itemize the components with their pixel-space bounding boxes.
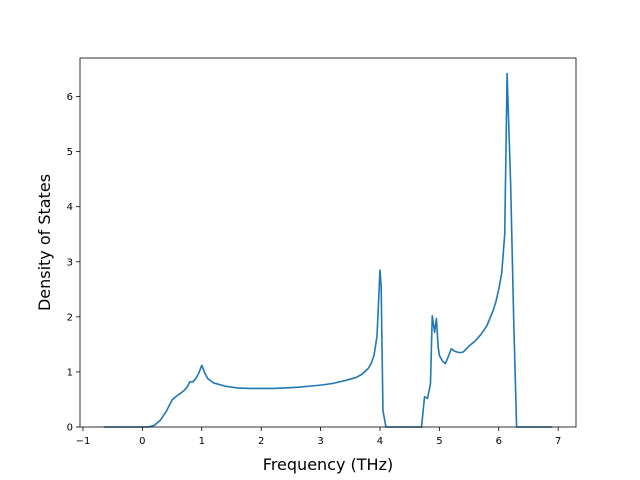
x-tick-label: −1 bbox=[76, 436, 91, 447]
y-tick-label: 5 bbox=[67, 147, 73, 158]
y-tick-label: 0 bbox=[67, 423, 73, 434]
y-tick-label: 6 bbox=[67, 92, 73, 103]
y-tick-label: 2 bbox=[67, 312, 73, 323]
y-axis-ticks: 0 1 2 3 4 5 6 bbox=[67, 92, 80, 434]
y-axis-label: Density of States bbox=[35, 174, 54, 311]
series-layer bbox=[103, 72, 553, 428]
x-tick-label: 5 bbox=[436, 436, 442, 447]
x-tick-label: 6 bbox=[496, 436, 502, 447]
y-tick-label: 1 bbox=[67, 367, 73, 378]
x-axis-label: Frequency (THz) bbox=[263, 455, 393, 474]
y-tick-label: 4 bbox=[67, 202, 73, 213]
y-tick-label: 3 bbox=[67, 257, 73, 268]
x-tick-label: 2 bbox=[258, 436, 264, 447]
plot-frame bbox=[79, 57, 577, 428]
x-tick-label: 3 bbox=[317, 436, 323, 447]
x-tick-label: 0 bbox=[139, 436, 145, 447]
dos-series-line-0 bbox=[103, 72, 553, 428]
x-tick-label: 1 bbox=[199, 436, 205, 447]
x-axis-ticks: −1 0 1 2 3 4 5 6 7 bbox=[76, 427, 561, 447]
x-tick-label: 4 bbox=[377, 436, 383, 447]
x-tick-label: 7 bbox=[555, 436, 561, 447]
